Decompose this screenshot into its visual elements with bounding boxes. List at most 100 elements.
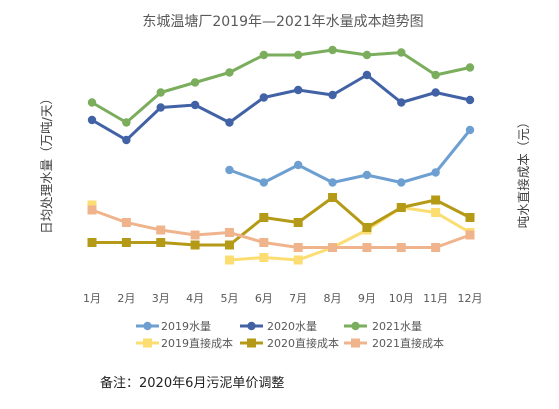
data-point-water-2020 [362, 70, 372, 80]
data-point-cost-2020 [293, 218, 303, 227]
x-tick-label: 1月 [83, 292, 101, 305]
data-point-water-2019 [362, 170, 372, 180]
series-cost-2020 [87, 193, 475, 250]
data-point-water-2020 [122, 135, 131, 145]
data-point-water-2021 [328, 45, 337, 55]
data-point-cost-2021 [431, 243, 441, 252]
series-water-2021 [87, 45, 475, 127]
data-point-cost-2020 [121, 238, 131, 247]
legend-item-cost-2021: 2021直接成本 [344, 336, 444, 350]
legend-item-water-2021: 2021水量 [344, 320, 422, 333]
x-tick-label: 7月 [289, 292, 307, 305]
x-tick-label: 3月 [152, 292, 170, 305]
data-point-cost-2021 [224, 228, 234, 237]
data-point-water-2021 [259, 50, 269, 60]
data-point-cost-2020 [328, 193, 338, 202]
x-tick-label: 2月 [117, 292, 135, 305]
data-point-water-2020 [156, 103, 165, 112]
series-line-cost-2019 [227, 206, 472, 262]
data-point-water-2021 [465, 63, 475, 72]
legend-marker [247, 321, 256, 331]
legend-swatch [344, 338, 367, 348]
data-point-cost-2019 [293, 255, 303, 265]
legend-swatch [240, 338, 263, 348]
data-point-water-2021 [156, 88, 165, 97]
data-point-water-2019 [293, 160, 303, 170]
data-point-water-2020 [397, 98, 406, 107]
data-point-cost-2019 [87, 200, 97, 210]
legend-marker [247, 338, 256, 348]
data-point-water-2019 [465, 125, 475, 135]
x-tick-label: 10月 [389, 292, 414, 305]
data-point-cost-2021 [465, 230, 475, 240]
data-point-cost-2019 [224, 255, 234, 265]
data-point-water-2021 [362, 50, 372, 60]
chart-note: 备注：2020年6月污泥单价调整 [100, 375, 284, 391]
series-line-cost-2021 [90, 208, 472, 249]
series-water-2019 [225, 125, 475, 187]
legend-marker [143, 321, 152, 331]
data-point-water-2021 [122, 118, 131, 127]
data-point-cost-2021 [259, 238, 269, 247]
legend-item-cost-2019: 2019直接成本 [136, 336, 233, 350]
series-line-cost-2020 [90, 196, 472, 247]
data-point-cost-2021 [87, 205, 97, 215]
series-line-water-2019 [227, 128, 472, 184]
data-point-water-2021 [293, 50, 303, 60]
data-point-water-2021 [87, 98, 97, 107]
data-point-cost-2021 [121, 218, 131, 227]
data-point-water-2019 [259, 178, 269, 187]
x-tick-label: 9月 [358, 292, 376, 305]
data-point-cost-2020 [396, 203, 406, 212]
legend-label: 2019直接成本 [161, 336, 233, 350]
legend-item-water-2019: 2019水量 [136, 320, 211, 333]
data-point-water-2020 [328, 90, 337, 100]
data-point-cost-2020 [465, 213, 475, 222]
data-point-cost-2020 [259, 213, 269, 222]
data-point-cost-2020 [362, 223, 372, 232]
data-point-cost-2021 [362, 243, 372, 252]
legend-marker [351, 338, 360, 348]
data-point-cost-2020 [156, 238, 166, 247]
series-line-water-2021 [90, 48, 472, 124]
legend-swatch [136, 321, 159, 331]
legend-marker [351, 321, 360, 331]
data-point-water-2020 [431, 88, 440, 97]
legend-label: 2019水量 [161, 320, 211, 333]
y-axis-title-left: 日均处理水量（万吨/天） [39, 92, 54, 234]
data-point-water-2019 [397, 178, 406, 187]
chart-title: 东城温塘厂2019年—2021年水量成本趋势图 [142, 14, 423, 30]
legend-label: 2020直接成本 [267, 336, 339, 350]
legend-label: 2020水量 [267, 320, 317, 333]
legend-label: 2021直接成本 [372, 336, 444, 350]
legend-item-water-2020: 2020水量 [240, 320, 317, 333]
data-point-water-2020 [465, 95, 475, 105]
legend-swatch [344, 321, 367, 331]
legend-marker [143, 338, 152, 348]
data-point-cost-2019 [259, 253, 269, 262]
data-point-cost-2020 [224, 240, 234, 250]
series-cost-2021 [87, 205, 475, 252]
data-point-water-2021 [190, 78, 200, 87]
x-tick-label: 11月 [423, 292, 448, 305]
x-tick-label: 6月 [255, 292, 273, 305]
legend-label: 2021水量 [372, 320, 422, 333]
data-point-water-2021 [431, 70, 440, 80]
data-point-water-2020 [190, 100, 200, 110]
data-point-cost-2019 [431, 208, 441, 217]
data-point-cost-2020 [87, 238, 97, 247]
plot-area [87, 45, 475, 265]
series-line-water-2020 [90, 73, 472, 142]
legend: 2019水量 2020水量 2021水量 2019直接成本 2020直接成本 2… [136, 320, 444, 350]
legend-item-cost-2020: 2020直接成本 [240, 336, 339, 350]
data-point-cost-2021 [293, 243, 303, 252]
data-point-water-2019 [225, 165, 234, 175]
data-point-water-2019 [431, 168, 440, 177]
data-point-cost-2020 [431, 195, 441, 205]
data-point-water-2021 [225, 68, 234, 77]
x-tick-label: 12月 [458, 292, 483, 305]
series-cost-2019 [87, 200, 475, 265]
x-tick-label: 5月 [220, 292, 238, 305]
x-tick-label: 4月 [186, 292, 204, 305]
